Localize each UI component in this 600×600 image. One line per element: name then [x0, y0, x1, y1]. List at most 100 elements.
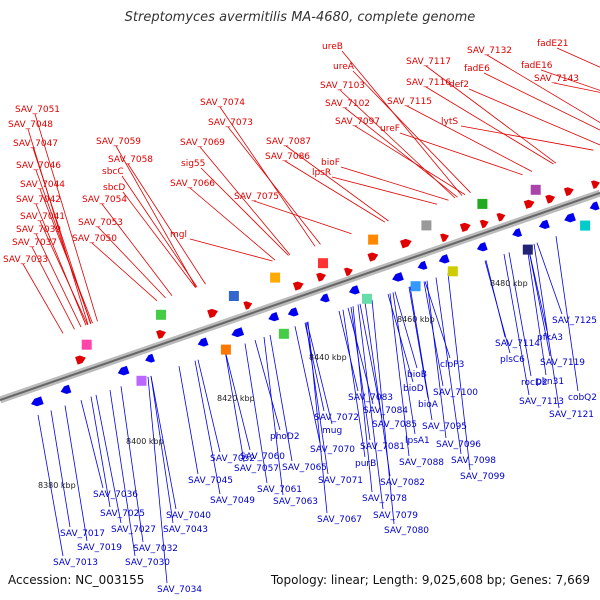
- gene-label-forward[interactable]: SAV_7073: [208, 118, 253, 128]
- gene-label-reverse[interactable]: SAV_7036: [93, 490, 138, 500]
- gene-label-forward[interactable]: SAV_7069: [180, 138, 225, 148]
- gene-label-reverse[interactable]: purB: [355, 459, 376, 469]
- gene-label-reverse[interactable]: SAV_7084: [363, 406, 408, 416]
- gene-label-reverse[interactable]: phoD2: [270, 432, 300, 442]
- gene-label-reverse[interactable]: plsC6: [500, 355, 525, 365]
- gene-label-reverse[interactable]: SAV_7113: [519, 397, 564, 407]
- gene-label-reverse[interactable]: SAV_7088: [399, 458, 444, 468]
- gene-label-forward[interactable]: SAV_7050: [72, 234, 117, 244]
- gene-label-forward[interactable]: SAV_7041: [20, 212, 65, 222]
- gene-label-forward[interactable]: SAV_7044: [20, 180, 65, 190]
- gene-label-forward[interactable]: SAV_7048: [8, 120, 53, 130]
- gene-label-reverse[interactable]: bioA: [418, 400, 439, 410]
- gene-label-forward[interactable]: SAV_7074: [200, 98, 245, 108]
- reverse-gene-arrow: [512, 228, 523, 238]
- gene-label-forward[interactable]: sbcD: [103, 183, 125, 193]
- gene-label-forward[interactable]: SAV_7033: [3, 255, 48, 265]
- gene-label-forward[interactable]: mgl: [170, 230, 187, 240]
- gene-label-forward[interactable]: SAV_7102: [325, 99, 370, 109]
- gene-label-forward[interactable]: SAV_7132: [467, 46, 512, 56]
- gene-label-reverse[interactable]: SAV_7083: [348, 393, 393, 403]
- gene-label-reverse[interactable]: SAV_7043: [163, 525, 208, 535]
- gene-label-forward[interactable]: SAV_7117: [406, 57, 451, 67]
- gene-label-forward[interactable]: lpsR: [312, 168, 331, 178]
- gene-label-reverse[interactable]: SAV_7063: [273, 497, 318, 507]
- gene-label-forward[interactable]: SAV_7054: [82, 195, 127, 205]
- gene-label-reverse[interactable]: SAV_7045: [188, 476, 233, 486]
- gene-label-forward[interactable]: fadE6: [464, 64, 490, 74]
- gene-label-forward[interactable]: SAV_7051: [15, 105, 60, 115]
- gene-label-reverse[interactable]: SAV_7085: [372, 420, 417, 430]
- gene-label-forward[interactable]: SAV_7115: [387, 97, 432, 107]
- gene-label-reverse[interactable]: SAV_7019: [77, 543, 122, 553]
- gene-label-reverse[interactable]: SAV_7100: [433, 388, 478, 398]
- gene-label-reverse[interactable]: pkn31: [536, 377, 564, 387]
- gene-label-forward[interactable]: SAV_7116: [406, 78, 451, 88]
- gene-label-forward[interactable]: SAV_7103: [320, 81, 365, 91]
- gene-label-reverse[interactable]: SAV_7114: [495, 339, 540, 349]
- gene-label-forward[interactable]: SAV_7047: [13, 139, 58, 149]
- gene-label-reverse[interactable]: SAV_7027: [111, 525, 156, 535]
- gene-label-reverse[interactable]: SAV_7121: [549, 410, 594, 420]
- gene-label-forward[interactable]: SAV_7039: [16, 225, 61, 235]
- gene-label-reverse[interactable]: SAV_7081: [360, 442, 405, 452]
- gene-label-forward[interactable]: SAV_7066: [170, 179, 215, 189]
- gene-label-reverse[interactable]: SAV_7078: [362, 494, 407, 504]
- gene-label-reverse[interactable]: pfkA3: [537, 333, 563, 343]
- gene-label-reverse[interactable]: SAV_7057: [234, 464, 279, 474]
- gene-label-reverse[interactable]: SAV_7082: [380, 478, 425, 488]
- gene-label-reverse[interactable]: SAV_7080: [384, 526, 429, 536]
- gene-label-forward[interactable]: SAV_7058: [108, 155, 153, 165]
- gene-label-reverse[interactable]: SAV_7070: [310, 445, 355, 455]
- gene-label-reverse[interactable]: SAV_7119: [540, 358, 585, 368]
- gene-label-reverse[interactable]: mug: [322, 426, 342, 436]
- gene-label-reverse[interactable]: SAV_7067: [317, 515, 362, 525]
- gene-label-reverse[interactable]: SAV_7030: [125, 558, 170, 568]
- gene-label-reverse[interactable]: SAV_7072: [314, 413, 359, 423]
- gene-label-reverse[interactable]: SAV_7065: [282, 463, 327, 473]
- gene-label-forward[interactable]: SAV_7046: [16, 161, 61, 171]
- gene-label-forward[interactable]: SAV_7053: [78, 218, 123, 228]
- gene-label-reverse[interactable]: lpsA1: [405, 436, 430, 446]
- gene-label-reverse[interactable]: clpP3: [440, 360, 464, 370]
- gene-label-reverse[interactable]: SAV_7049: [210, 496, 255, 506]
- gene-label-forward[interactable]: ureF: [380, 124, 400, 134]
- gene-label-forward[interactable]: bioF: [321, 158, 340, 168]
- gene-label-reverse[interactable]: bioB: [407, 370, 427, 380]
- gene-label-reverse[interactable]: SAV_7013: [53, 558, 98, 568]
- gene-label-forward[interactable]: sbcC: [102, 167, 124, 177]
- gene-label-reverse[interactable]: SAV_7052: [210, 454, 255, 464]
- gene-label-reverse[interactable]: SAV_7040: [166, 511, 211, 521]
- gene-label-reverse[interactable]: SAV_7099: [460, 472, 505, 482]
- gene-label-reverse[interactable]: SAV_7071: [318, 476, 363, 486]
- gene-label-reverse[interactable]: SAV_7095: [422, 422, 467, 432]
- gene-label-forward[interactable]: SAV_7143: [534, 74, 579, 84]
- gene-label-forward[interactable]: ureB: [322, 42, 343, 52]
- gene-label-forward[interactable]: lytS: [441, 117, 458, 127]
- gene-label-forward[interactable]: SAV_7075: [234, 192, 279, 202]
- gene-label-reverse[interactable]: SAV_7034: [157, 585, 202, 595]
- gene-label-reverse[interactable]: SAV_7061: [257, 485, 302, 495]
- gene-label-reverse[interactable]: SAV_7025: [100, 509, 145, 519]
- gene-label-forward[interactable]: SAV_7042: [16, 195, 61, 205]
- gene-label-forward[interactable]: fadE16: [521, 61, 553, 71]
- gene-label-forward[interactable]: SAV_7037: [12, 238, 57, 248]
- gene-label-reverse[interactable]: SAV_7032: [133, 544, 178, 554]
- gene-label-forward[interactable]: SAV_7087: [266, 137, 311, 147]
- gene-label-forward[interactable]: SAV_7059: [96, 137, 141, 147]
- gene-label-reverse[interactable]: SAV_7079: [373, 511, 418, 521]
- gene-label-forward[interactable]: SAV_7097: [335, 117, 380, 127]
- gene-label-forward[interactable]: fadE21: [537, 39, 569, 49]
- gene-label-forward[interactable]: sig55: [181, 159, 205, 169]
- gene-label-reverse[interactable]: SAV_7017: [60, 529, 105, 539]
- gene-label-reverse[interactable]: rocD2: [521, 378, 548, 388]
- gene-label-forward[interactable]: SAV_7086: [265, 152, 310, 162]
- gene-label-reverse[interactable]: cobQ2: [568, 393, 597, 403]
- gene-label-reverse[interactable]: SAV_7125: [552, 316, 597, 326]
- gene-label-reverse[interactable]: SAV_7060: [240, 452, 285, 462]
- gene-label-reverse[interactable]: SAV_7096: [436, 440, 481, 450]
- gene-label-reverse[interactable]: bioD: [403, 384, 424, 394]
- gene-label-forward[interactable]: ureA: [333, 62, 355, 72]
- gene-label-forward[interactable]: def2: [449, 80, 469, 90]
- gene-label-reverse[interactable]: SAV_7098: [451, 456, 496, 466]
